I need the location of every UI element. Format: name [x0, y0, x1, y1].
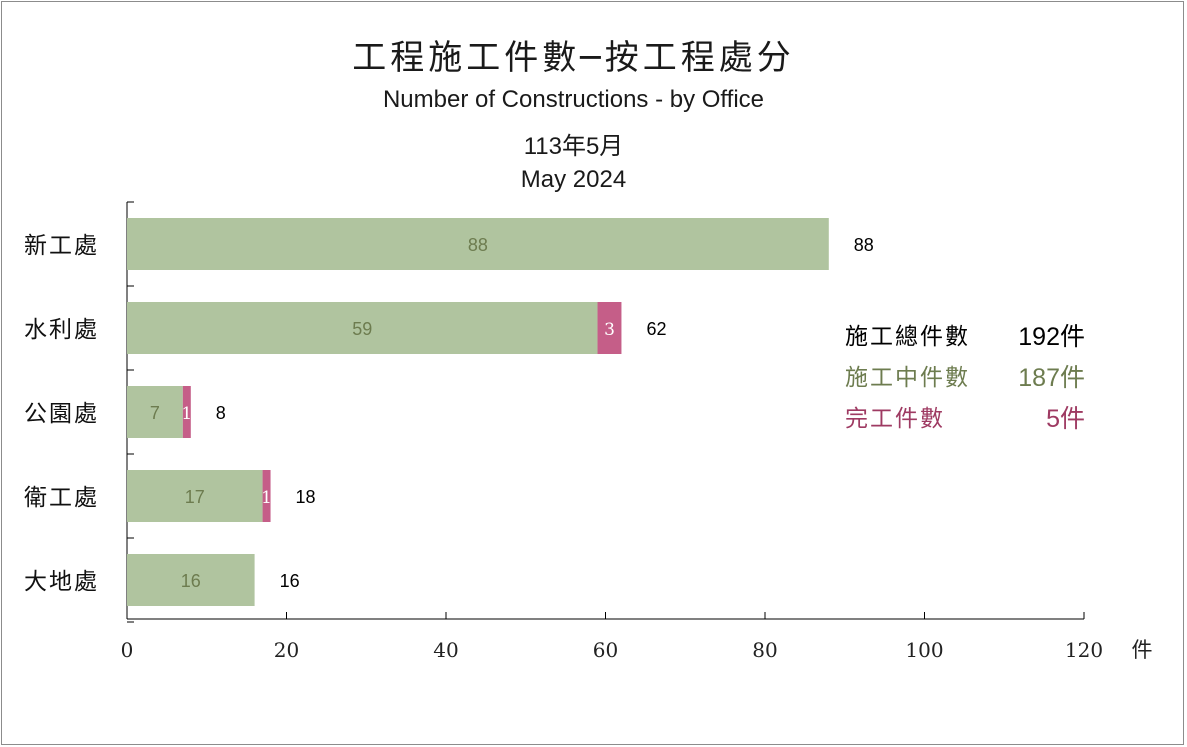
bar-ongoing-value-label: 17 — [185, 487, 205, 507]
bar-completed — [182, 386, 191, 438]
summary-total: 施工總件數 192件 — [845, 317, 1105, 358]
summary-ongoing: 施工中件數 187件 — [845, 358, 1105, 399]
bar-ongoing — [127, 470, 263, 522]
bar-total-label: 16 — [280, 571, 300, 591]
x-tick-label: 100 — [905, 638, 943, 662]
chart-date-chinese: 113年5月 — [523, 133, 624, 160]
bar-completed-value-label: 1 — [261, 488, 272, 508]
category-label: 水利處 — [24, 317, 99, 343]
summary-ongoing-value: 187件 — [1018, 364, 1085, 392]
category-label: 新工處 — [24, 233, 99, 259]
bar-ongoing-value-label: 88 — [468, 235, 488, 255]
category-label: 公園處 — [24, 401, 99, 427]
summary-total-value: 192件 — [1018, 323, 1085, 351]
bar-completed-value-label: 3 — [604, 320, 615, 340]
x-axis-unit: 件 — [1132, 638, 1153, 662]
bar-completed — [597, 302, 622, 354]
bar-ongoing — [127, 554, 255, 606]
bar-ongoing — [127, 386, 183, 438]
bar-ongoing — [127, 218, 829, 270]
bar-total-label: 18 — [296, 487, 316, 507]
category-label: 大地處 — [24, 569, 99, 595]
chart-date-english: May 2024 — [520, 166, 627, 193]
chart-title-english: Number of Constructions - by Office — [382, 86, 765, 113]
bar-completed — [262, 470, 271, 522]
bar-completed-value-label: 1 — [181, 404, 192, 424]
chart-title-chinese: 工程施工件數─按工程處分 — [352, 38, 795, 78]
x-tick-label: 60 — [593, 638, 618, 662]
bar-ongoing-value-label: 7 — [150, 403, 160, 423]
bar-total-label: 62 — [646, 319, 666, 339]
summary-done-value: 5件 — [1046, 405, 1085, 433]
summary-panel: 施工總件數 192件 施工中件數 187件 完工件數 5件 — [845, 317, 1105, 440]
bar-total-label: 8 — [216, 403, 226, 423]
bar-ongoing — [127, 302, 598, 354]
x-tick-label: 40 — [433, 638, 458, 662]
summary-total-label: 施工總件數 — [845, 324, 970, 350]
bar-ongoing-value-label: 59 — [352, 319, 372, 339]
x-tick-label: 0 — [121, 638, 134, 662]
summary-ongoing-label: 施工中件數 — [845, 365, 970, 391]
x-tick-label: 120 — [1065, 638, 1103, 662]
summary-done-label: 完工件數 — [845, 406, 945, 432]
summary-done: 完工件數 5件 — [845, 399, 1105, 440]
bar-total-label: 88 — [854, 235, 874, 255]
x-tick-label: 80 — [752, 638, 777, 662]
category-label: 衛工處 — [24, 485, 99, 511]
bar-ongoing-value-label: 16 — [181, 571, 201, 591]
x-tick-label: 20 — [274, 638, 299, 662]
